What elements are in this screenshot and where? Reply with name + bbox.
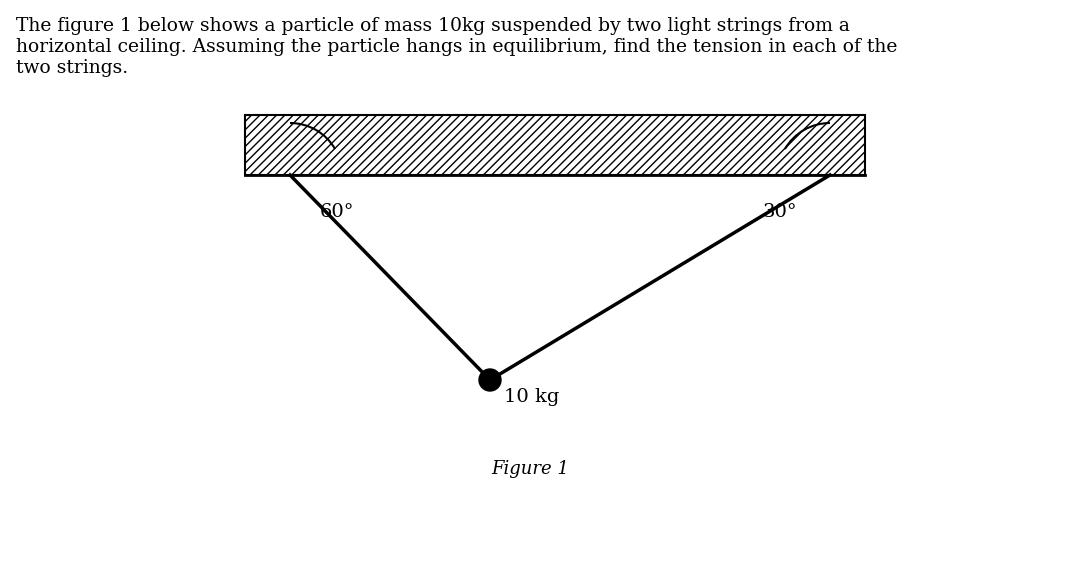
Text: 30°: 30°: [762, 203, 797, 221]
Text: Figure 1: Figure 1: [491, 460, 569, 478]
Bar: [245, 115, 865, 175]
Text: 10 kg: 10 kg: [504, 388, 559, 406]
Circle shape: [480, 369, 501, 391]
Text: 60°: 60°: [320, 203, 354, 221]
Text: The figure 1 below shows a particle of mass 10kg suspended by two light strings : The figure 1 below shows a particle of m…: [16, 17, 897, 76]
